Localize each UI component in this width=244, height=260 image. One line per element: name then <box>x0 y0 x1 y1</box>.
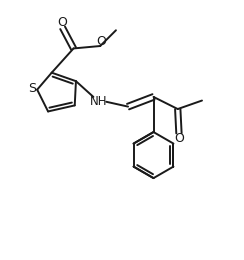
Text: O: O <box>57 16 67 29</box>
Text: O: O <box>96 35 106 48</box>
Text: O: O <box>175 132 185 145</box>
Text: S: S <box>28 82 36 95</box>
Text: NH: NH <box>90 95 108 108</box>
